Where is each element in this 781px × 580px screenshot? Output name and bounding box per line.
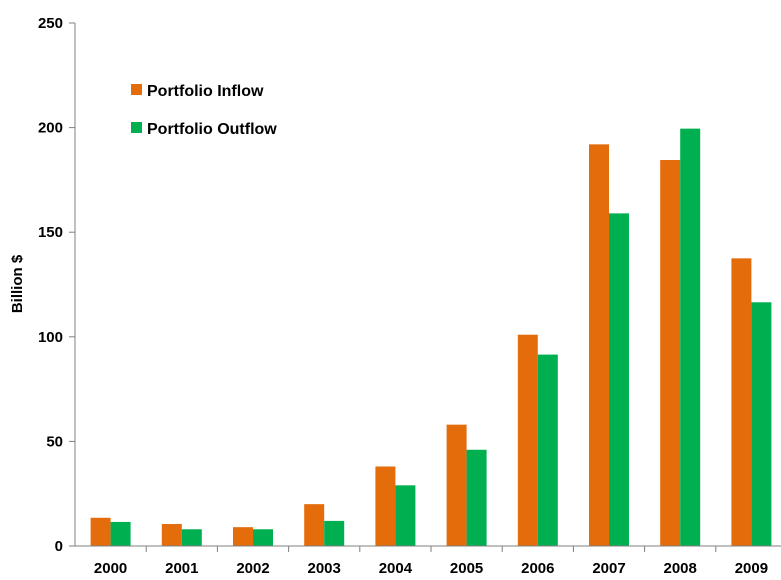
y-tick-label: 150: [38, 224, 63, 241]
bar-outflow-2003: [324, 520, 345, 546]
x-tick-label: 2000: [94, 560, 127, 577]
legend-swatch-inflow: [131, 84, 142, 95]
bar-inflow-2005: [446, 424, 467, 546]
x-tick-label: 2006: [521, 560, 554, 577]
bar-outflow-2009: [751, 302, 772, 546]
x-tick-label: 2002: [236, 560, 269, 577]
y-axis-label: Billion $: [9, 254, 26, 313]
bar-outflow-2004: [395, 485, 416, 546]
bar-outflow-2001: [181, 529, 202, 546]
legend-label-outflow: Portfolio Outflow: [147, 121, 277, 138]
x-tick-label: 2007: [592, 560, 625, 577]
bar-inflow-2000: [90, 517, 111, 546]
legend: Portfolio Inflow Portfolio Outflow: [131, 83, 277, 138]
y-tick-label: 50: [46, 433, 63, 450]
bar-outflow-2000: [110, 521, 131, 546]
x-tick-label: 2004: [379, 560, 413, 577]
x-tick-label: 2003: [308, 560, 341, 577]
y-tick-label: 100: [38, 329, 63, 346]
bar-outflow-2006: [537, 354, 558, 546]
legend-label-inflow: Portfolio Inflow: [147, 83, 264, 100]
bar-inflow-2002: [233, 527, 253, 546]
bar-outflow-2008: [680, 128, 701, 546]
bars: [90, 128, 772, 546]
legend-swatch-outflow: [131, 122, 142, 133]
bar-inflow-2003: [304, 504, 325, 546]
x-tick-label: 2008: [664, 560, 697, 577]
x-tick-label: 2001: [165, 560, 198, 577]
y-tick-label: 250: [38, 15, 63, 32]
x-axis-ticks: 2000 2001 2002 2003 2004 2005 2006 2007 2008 2009: [94, 546, 768, 577]
bar-outflow-2007: [609, 213, 629, 546]
x-tick-label: 2005: [450, 560, 483, 577]
bar-inflow-2007: [589, 144, 609, 546]
y-tick-label: 200: [38, 120, 63, 137]
bar-inflow-2009: [731, 258, 752, 546]
bar-outflow-2005: [466, 449, 487, 546]
bar-inflow-2006: [517, 334, 538, 546]
x-tick-label: 2009: [735, 560, 768, 577]
bar-inflow-2008: [660, 160, 681, 546]
bar-outflow-2002: [253, 529, 273, 546]
y-tick-label: 0: [55, 538, 63, 555]
bar-inflow-2004: [375, 466, 396, 546]
bar-inflow-2001: [161, 524, 182, 546]
y-axis-ticks: 0 50 100 150 200 250: [38, 15, 75, 555]
